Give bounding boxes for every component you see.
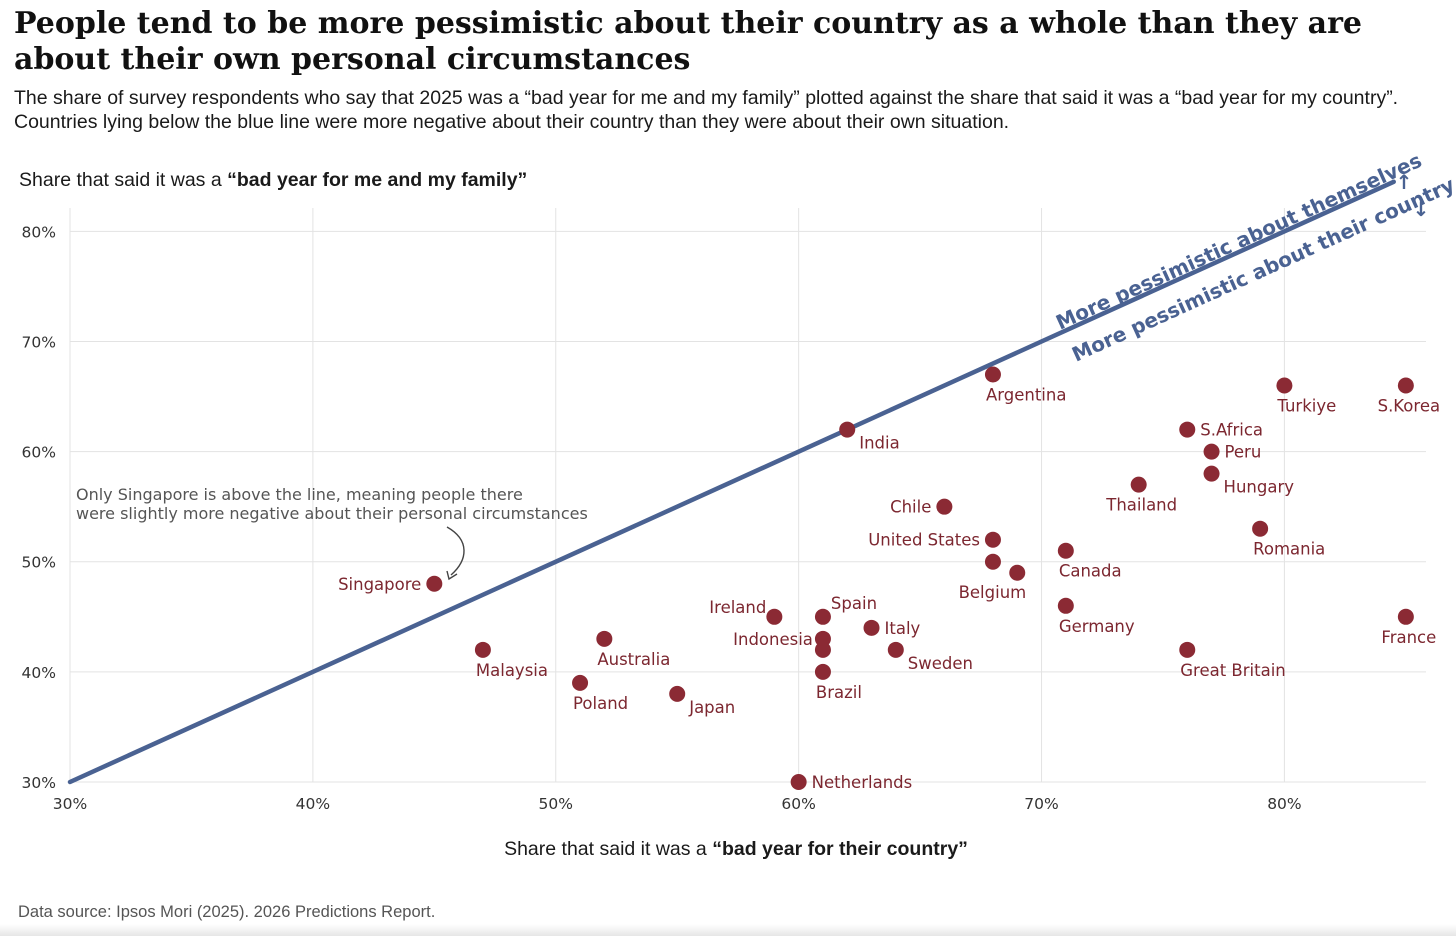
x-tick-label: 50%: [539, 795, 573, 813]
point-label: Chile: [890, 498, 931, 517]
point-label: Ireland: [709, 598, 766, 617]
point-label: Peru: [1225, 443, 1262, 462]
x-tick-label: 30%: [53, 795, 87, 813]
point-label: Germany: [1059, 617, 1135, 636]
data-point: [1397, 377, 1414, 394]
point-label: Australia: [597, 650, 670, 669]
data-point: [790, 774, 807, 790]
data-point: [814, 608, 831, 625]
data-point: [1057, 542, 1074, 559]
data-point: [1203, 443, 1220, 460]
y-tick-label: 70%: [22, 333, 56, 351]
chart-subtitle: The share of survey respondents who say …: [14, 87, 1399, 133]
point-label: Argentina: [986, 386, 1067, 405]
data-point: [766, 608, 783, 625]
y-tick-label: 40%: [22, 664, 56, 682]
axis-ticks: 30% 40% 50% 60% 70% 80% 30% 40% 50% 60% 70% 80%: [22, 223, 1302, 813]
data-point: [1203, 465, 1220, 482]
annotation-arrow: [446, 526, 465, 576]
point-label: United States: [868, 531, 980, 550]
point-label: France: [1381, 628, 1436, 647]
point-label: India: [859, 434, 900, 453]
data-point: [984, 553, 1001, 570]
data-point: [984, 366, 1001, 383]
data-point: [1276, 377, 1293, 394]
point-label: Spain: [831, 594, 877, 613]
x-axis-label-bold: “bad year for their country”: [712, 838, 968, 860]
data-point: [814, 630, 831, 647]
point-label: Brazil: [816, 683, 862, 702]
bottom-edge-shadow: [0, 924, 1456, 936]
point-label: Italy: [885, 619, 921, 638]
x-axis-label-prefix: Share that said it was a: [504, 838, 713, 860]
x-tick-label: 80%: [1267, 795, 1301, 813]
y-axis-label-bold: “bad year for me and my family”: [227, 169, 528, 191]
point-label: Belgium: [959, 583, 1027, 602]
reference-label-below: More pessimistic about their country: [1068, 172, 1456, 366]
reference-line: [67, 179, 1396, 785]
arrow-down-icon: ↓: [1413, 197, 1430, 221]
data-point: [669, 685, 686, 702]
point-label: S.Africa: [1200, 421, 1263, 440]
data-point: [1179, 421, 1196, 438]
y-tick-label: 50%: [22, 554, 56, 572]
point-label: Great Britain: [1180, 661, 1286, 680]
point-label: Singapore: [338, 575, 421, 594]
data-point: [1009, 564, 1026, 581]
annotation-group: Only Singapore is above the line, meanin…: [76, 485, 588, 581]
point-label: Canada: [1059, 562, 1122, 581]
reference-label-above: More pessimistic about themselves: [1052, 148, 1425, 335]
data-point: [1252, 520, 1269, 537]
data-point: [984, 531, 1001, 548]
data-points: [426, 366, 1414, 790]
data-point: [814, 663, 831, 680]
point-label: Indonesia: [733, 630, 813, 649]
x-tick-label: 70%: [1024, 795, 1058, 813]
point-label: Romania: [1253, 540, 1325, 559]
data-point: [474, 641, 491, 658]
point-label: Poland: [573, 694, 628, 713]
data-point: [814, 641, 831, 658]
data-point: [596, 630, 613, 647]
point-label: Japan: [688, 698, 735, 717]
annotation-text-line: Only Singapore is above the line, meanin…: [76, 485, 523, 504]
x-tick-label: 40%: [296, 795, 330, 813]
x-tick-label: 60%: [781, 795, 815, 813]
data-point: [572, 674, 589, 691]
point-label: Thailand: [1105, 496, 1177, 515]
point-labels: Singapore Malaysia Australia Poland Japan Ire…: [338, 386, 1440, 792]
data-source-note: Data source: Ipsos Mori (2025). 2026 Pre…: [18, 903, 436, 921]
point-label: Netherlands: [812, 773, 913, 792]
data-point: [863, 619, 880, 636]
data-point: [426, 575, 443, 592]
y-tick-label: 60%: [22, 444, 56, 462]
point-label: Sweden: [908, 654, 973, 673]
data-point: [1397, 608, 1414, 625]
y-axis-label-prefix: Share that said it was a: [19, 169, 228, 191]
data-point: [839, 421, 856, 438]
y-axis-label: Share that said it was a “bad year for m…: [19, 169, 527, 192]
x-axis-label: Share that said it was a “bad year for t…: [0, 838, 1456, 861]
point-label: Malaysia: [476, 661, 548, 680]
data-point: [1057, 597, 1074, 614]
data-point: [1179, 641, 1196, 658]
y-tick-label: 30%: [22, 774, 56, 792]
annotation-arrowhead: [446, 570, 458, 581]
point-label: Turkiye: [1276, 397, 1336, 416]
y-tick-label: 80%: [22, 223, 56, 241]
point-label: S.Korea: [1378, 397, 1441, 416]
chart-title: People tend to be more pessimistic about…: [14, 6, 1363, 77]
data-point: [936, 498, 953, 515]
data-point: [1130, 476, 1147, 493]
annotation-text-line: were slightly more negative about their …: [76, 504, 588, 523]
arrow-up-icon: ↑: [1396, 170, 1413, 194]
gridlines: [69, 208, 1426, 783]
point-label: Hungary: [1224, 478, 1295, 497]
data-point: [887, 641, 904, 658]
